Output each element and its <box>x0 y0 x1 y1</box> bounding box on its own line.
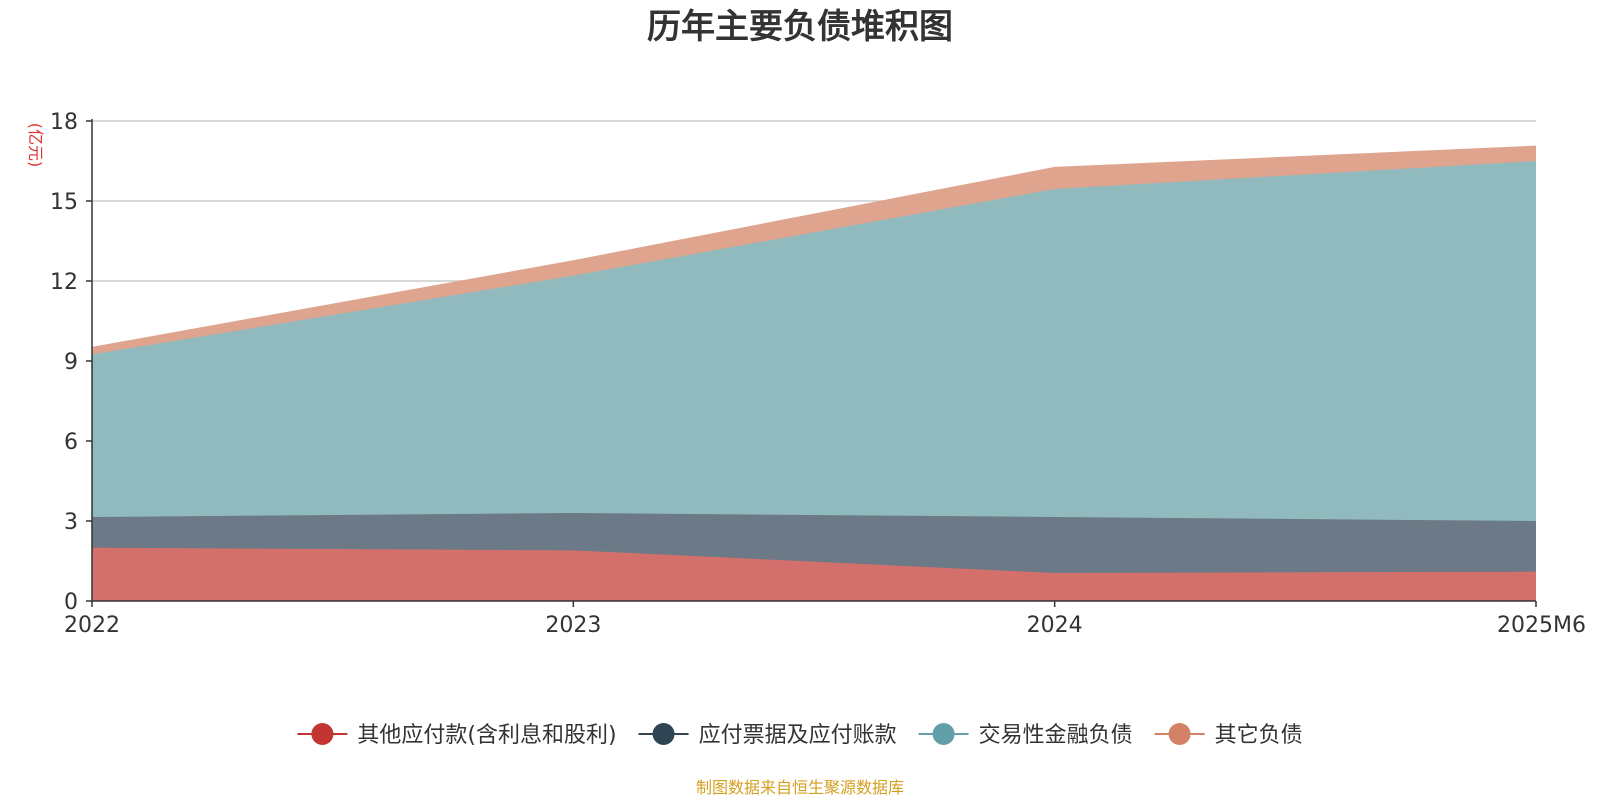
legend-label: 交易性金融负债 <box>979 723 1133 748</box>
legend-marker <box>932 723 955 745</box>
x-tick-label: 2025M6 <box>1497 613 1586 638</box>
legend-marker <box>311 723 334 745</box>
y-tick-label: 6 <box>64 430 78 455</box>
y-tick-label: 0 <box>64 590 78 615</box>
y-tick-label: 18 <box>50 110 78 135</box>
legend-marker <box>1168 723 1191 745</box>
area-series-1[interactable] <box>92 547 1536 601</box>
legend-marker <box>652 723 675 745</box>
legend-item-1[interactable]: 其他应付款(含利息和股利) <box>297 723 617 748</box>
area-series-4[interactable] <box>92 146 1536 355</box>
legend-item-2[interactable]: 应付票据及应付账款 <box>638 723 897 748</box>
legend-item-4[interactable]: 其它负债 <box>1154 723 1303 748</box>
legend-label: 应付票据及应付账款 <box>699 723 897 748</box>
y-tick-label: 9 <box>64 350 78 375</box>
x-tick-label: 2023 <box>545 613 601 638</box>
legend-label: 其他应付款(含利息和股利) <box>357 723 616 748</box>
y-tick-label: 3 <box>64 510 78 535</box>
plot-areas <box>91 145 1537 601</box>
area-series-2[interactable] <box>92 513 1536 573</box>
chart-title: 历年主要负债堆积图 <box>647 7 953 47</box>
axes: 0 3 6 9 12 15 18 2022 2023 2024 2025M6 <box>50 110 1586 638</box>
y-axis-unit: (亿元) <box>26 123 45 168</box>
y-tick-label: 15 <box>50 190 78 215</box>
source-note: 制图数据来自恒生聚源数据库 <box>696 778 904 797</box>
x-tick-label: 2024 <box>1027 613 1083 638</box>
x-tick-label: 2022 <box>64 613 120 638</box>
y-tick-label: 12 <box>50 270 78 295</box>
legend-label: 其它负债 <box>1215 723 1303 748</box>
legend[interactable]: 其他应付款(含利息和股利) 应付票据及应付账款 交易性金融负债 其它负债 <box>297 723 1303 748</box>
legend-item-3[interactable]: 交易性金融负债 <box>918 723 1133 748</box>
area-series-line-4 <box>91 145 1537 349</box>
area-series-3[interactable] <box>92 161 1536 521</box>
